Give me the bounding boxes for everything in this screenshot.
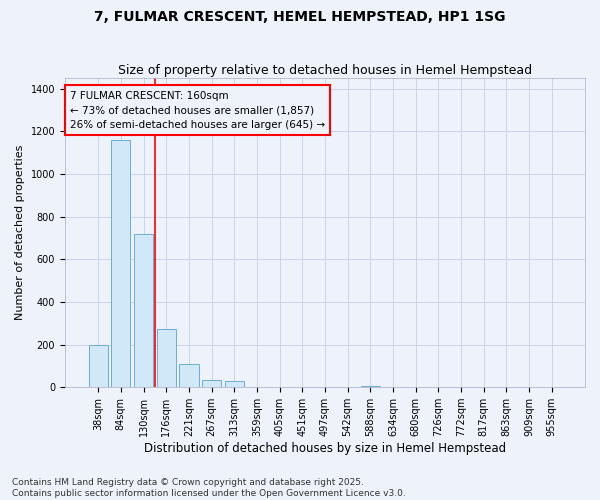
Bar xyxy=(202,380,221,387)
Text: 7 FULMAR CRESCENT: 160sqm
← 73% of detached houses are smaller (1,857)
26% of se: 7 FULMAR CRESCENT: 160sqm ← 73% of detac… xyxy=(70,90,325,130)
Text: 7, FULMAR CRESCENT, HEMEL HEMPSTEAD, HP1 1SG: 7, FULMAR CRESCENT, HEMEL HEMPSTEAD, HP1… xyxy=(94,10,506,24)
Bar xyxy=(134,234,153,387)
Bar xyxy=(224,382,244,387)
Bar xyxy=(111,140,130,387)
X-axis label: Distribution of detached houses by size in Hemel Hempstead: Distribution of detached houses by size … xyxy=(144,442,506,455)
Bar xyxy=(157,328,176,387)
Y-axis label: Number of detached properties: Number of detached properties xyxy=(15,145,25,320)
Bar xyxy=(89,345,108,387)
Title: Size of property relative to detached houses in Hemel Hempstead: Size of property relative to detached ho… xyxy=(118,64,532,77)
Bar xyxy=(179,364,199,387)
Bar xyxy=(361,386,380,387)
Text: Contains HM Land Registry data © Crown copyright and database right 2025.
Contai: Contains HM Land Registry data © Crown c… xyxy=(12,478,406,498)
